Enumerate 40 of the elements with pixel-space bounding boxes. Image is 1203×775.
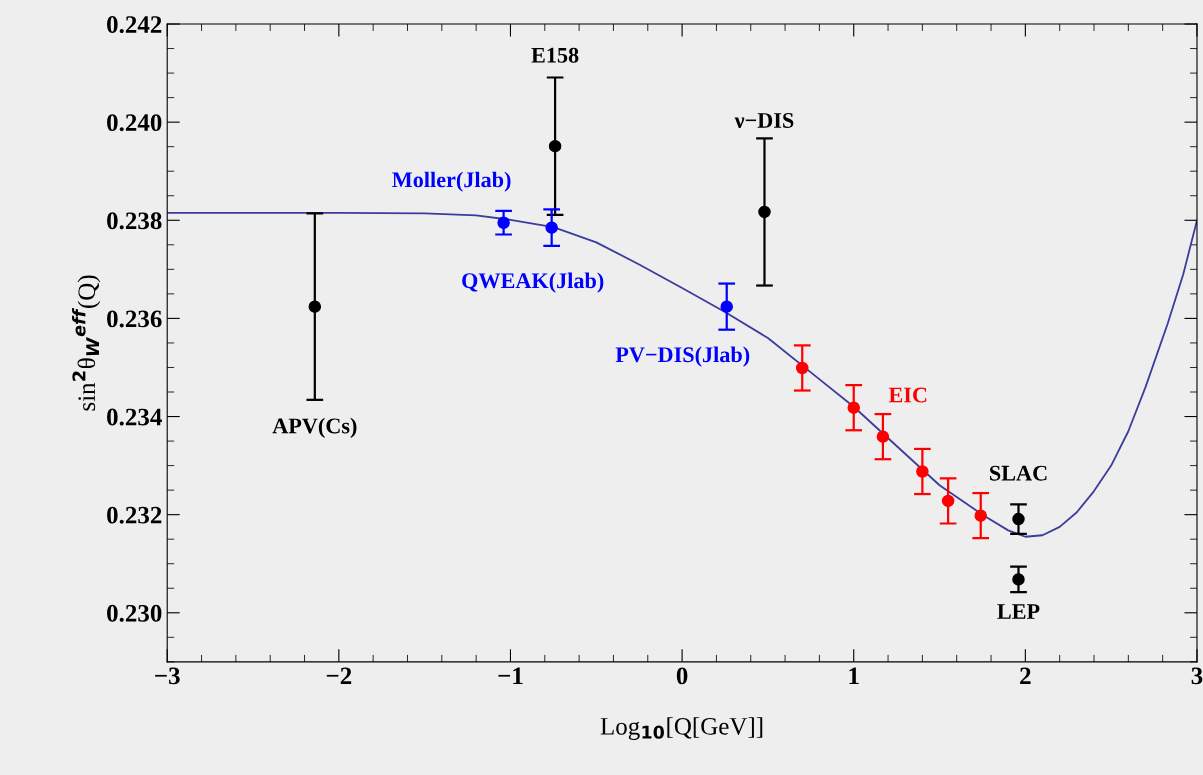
series-label: LEP — [997, 604, 1040, 619]
point — [847, 401, 860, 414]
x-tick-label: −1 — [498, 667, 523, 685]
annotation: SLAC — [990, 465, 1047, 481]
point — [720, 300, 733, 313]
y-tick-label: 0.242 — [107, 16, 162, 34]
point — [916, 465, 929, 478]
x-axis-title: Log$_{10}$[Q[GeV]] — [600, 717, 763, 740]
x-tick-label: 3 — [1191, 667, 1203, 685]
point — [974, 509, 987, 522]
point — [1012, 512, 1025, 526]
point — [308, 300, 322, 313]
y-axis-title: sin$^{2}$θ$_{W}$$^{eff}$(Q) — [72, 275, 101, 411]
legend-label: E158 — [531, 47, 579, 63]
text: QWEAK(Jlab) — [462, 272, 604, 293]
point — [876, 430, 890, 443]
x-tick-label: −3 — [155, 667, 180, 685]
y-tick-label: 0.238 — [107, 212, 162, 230]
point — [795, 361, 809, 375]
series-label: Moller(Jlab) — [392, 171, 511, 192]
line-series — [167, 212, 1197, 538]
point — [497, 216, 510, 229]
series-label: EIC — [888, 387, 927, 403]
point — [1012, 573, 1025, 586]
y-tick-label: 0.236 — [107, 310, 162, 328]
x-tick-label: 0 — [676, 667, 688, 685]
y-tick-label: 0.240 — [107, 114, 162, 132]
y-tick-label: 0.232 — [107, 506, 162, 524]
x-tick-label: 2 — [1020, 667, 1031, 685]
annotation: APV(Cs) — [272, 417, 357, 438]
y-tick-label: 0.230 — [107, 604, 162, 622]
x-tick-label: 1 — [849, 667, 859, 685]
annotation: ν−DIS — [734, 112, 794, 128]
point — [758, 205, 771, 219]
point — [545, 221, 558, 234]
series-label: PV−DIS(Jlab) — [615, 346, 750, 367]
point — [548, 139, 562, 153]
point — [941, 494, 955, 508]
y-tick-label: 0.234 — [107, 408, 162, 426]
x-tick-label: −2 — [326, 667, 352, 685]
